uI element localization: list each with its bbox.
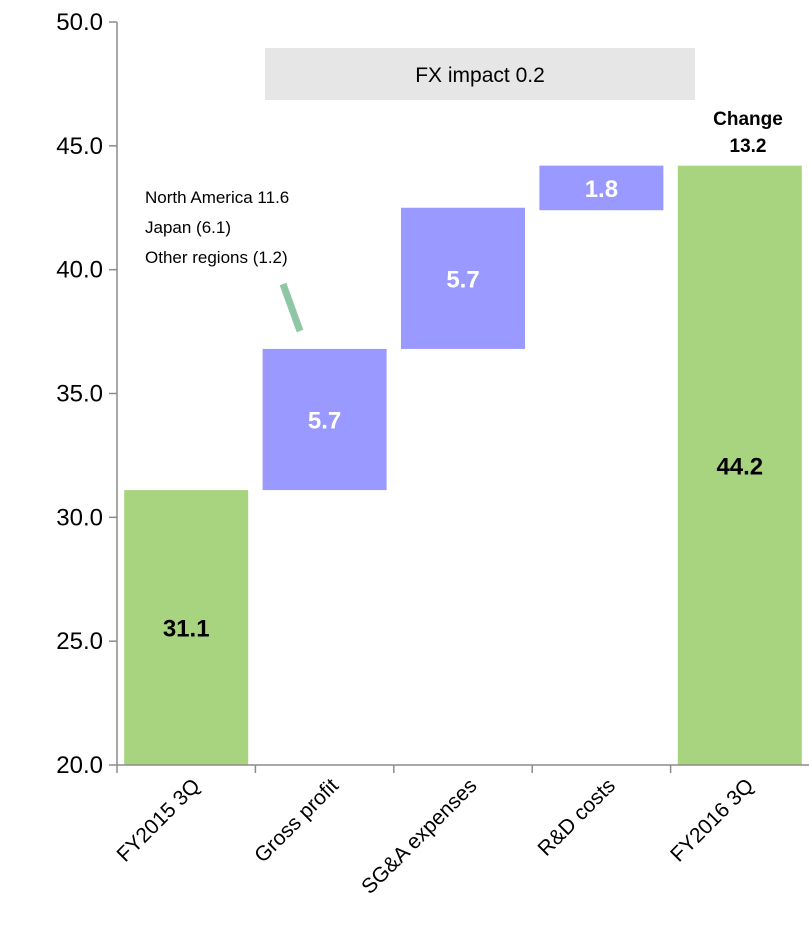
value-label-sganda-expenses: 5.7 <box>446 266 479 293</box>
y-tick-label: 45.0 <box>56 133 103 160</box>
y-tick-label: 25.0 <box>56 628 103 655</box>
x-tick-label-randd-costs: R&D costs <box>534 774 620 860</box>
y-tick-label: 35.0 <box>56 381 103 408</box>
bar-sganda-expenses <box>401 207 525 349</box>
fx-impact-box: FX impact 0.2 <box>265 48 695 100</box>
value-labels-layer: 31.1 5.7 5.7 1.8 44.2 <box>163 176 763 643</box>
note-north-america: North America 11.6 <box>145 188 289 207</box>
x-tick-label-fy2015-3q: FY2015 3Q <box>113 774 205 866</box>
bars-layer <box>124 165 802 765</box>
bar-fy2015-3q <box>124 490 249 765</box>
value-label-fy2015-3q: 31.1 <box>163 616 210 643</box>
gross-profit-callout: North America 11.6 Japan (6.1) Other reg… <box>145 188 304 333</box>
value-label-gross-profit: 5.7 <box>308 408 341 435</box>
x-tick-label-sganda-expenses: SG&A expenses <box>357 774 481 898</box>
x-tick-label-fy2016-3q: FY2016 3Q <box>666 774 758 866</box>
bar-randd-costs <box>539 165 664 211</box>
bar-gross-profit <box>262 348 387 491</box>
value-label-randd-costs: 1.8 <box>585 176 618 203</box>
y-tick-label: 40.0 <box>56 257 103 284</box>
note-other-regions: Other regions (1.2) <box>145 248 288 267</box>
note-japan: Japan (6.1) <box>145 218 231 237</box>
y-tick-label: 20.0 <box>56 752 103 779</box>
bar-fy2016-3q <box>677 165 802 765</box>
fx-impact-text: FX impact 0.2 <box>415 64 545 87</box>
y-tick-label: 50.0 <box>56 9 103 36</box>
change-value: 13.2 <box>730 136 767 157</box>
y-tick-label: 30.0 <box>56 504 103 531</box>
change-annotation: Change 13.2 <box>713 109 783 157</box>
value-label-fy2016-3q: 44.2 <box>716 453 763 480</box>
change-title: Change <box>713 109 783 130</box>
x-tick-label-gross-profit: Gross profit <box>250 774 343 867</box>
callout-line <box>279 282 304 333</box>
